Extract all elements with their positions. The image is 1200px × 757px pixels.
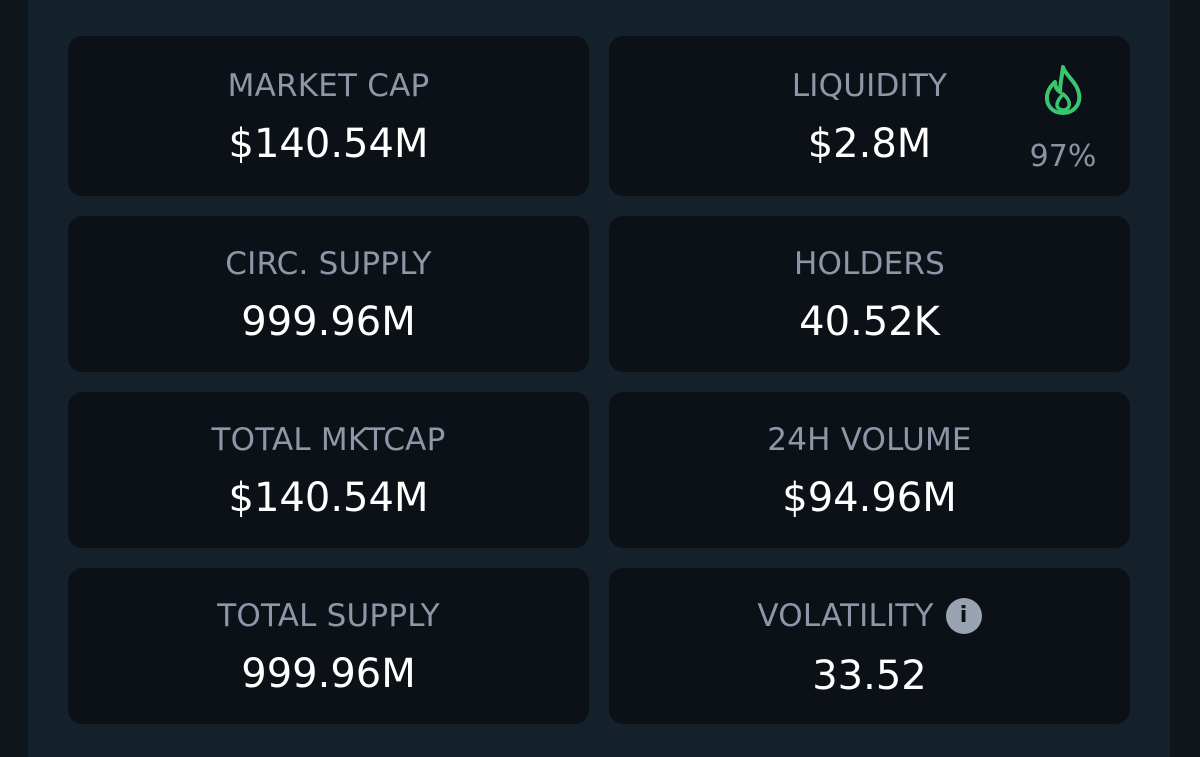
market-cap-label: MARKET CAP — [227, 67, 430, 104]
liquidity-lock-badge[interactable]: 97% — [1028, 64, 1098, 172]
stats-grid: MARKET CAP $140.54M LIQUIDITY $2.8M 97% … — [68, 36, 1130, 724]
circ-supply-label: CIRC. SUPPLY — [225, 245, 432, 282]
liquidity-value: $2.8M — [807, 120, 932, 167]
token-stats-panel: MARKET CAP $140.54M LIQUIDITY $2.8M 97% … — [28, 0, 1170, 757]
volume-24h-value: $94.96M — [782, 474, 957, 521]
fire-icon — [1044, 65, 1082, 115]
total-mktcap-card: TOTAL MKTCAP $140.54M — [68, 392, 589, 548]
total-mktcap-label: TOTAL MKTCAP — [211, 421, 446, 458]
volatility-value: 33.52 — [812, 653, 927, 699]
volatility-card: VOLATILITY i 33.52 — [609, 568, 1130, 724]
volatility-label: VOLATILITY — [757, 597, 934, 634]
liquidity-label: LIQUIDITY — [791, 67, 948, 104]
liquidity-card: LIQUIDITY $2.8M 97% — [609, 36, 1130, 196]
total-supply-label: TOTAL SUPPLY — [217, 597, 440, 634]
info-icon[interactable]: i — [945, 598, 982, 634]
market-cap-value: $140.54M — [228, 120, 429, 167]
total-supply-card: TOTAL SUPPLY 999.96M — [68, 568, 589, 724]
holders-value: 40.52K — [799, 298, 940, 345]
liquidity-locked-percent: 97% — [1029, 139, 1097, 174]
volume-24h-card: 24H VOLUME $94.96M — [609, 392, 1130, 548]
holders-card: HOLDERS 40.52K — [609, 216, 1130, 372]
total-supply-value: 999.96M — [241, 650, 416, 697]
volatility-label-row: VOLATILITY i — [757, 597, 982, 634]
holders-label: HOLDERS — [793, 245, 946, 282]
circ-supply-card: CIRC. SUPPLY 999.96M — [68, 216, 589, 372]
volume-24h-label: 24H VOLUME — [767, 421, 972, 458]
circ-supply-value: 999.96M — [241, 298, 416, 345]
total-mktcap-value: $140.54M — [228, 474, 429, 521]
market-cap-card: MARKET CAP $140.54M — [68, 36, 589, 196]
